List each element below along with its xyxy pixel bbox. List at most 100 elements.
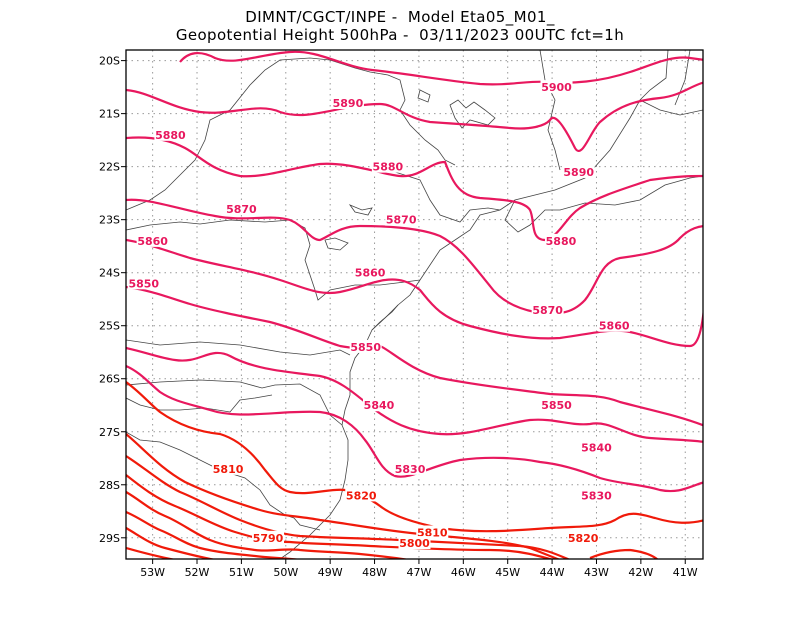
contour-line	[126, 238, 703, 348]
x-tick-label: 47W	[407, 566, 432, 579]
contour-line	[126, 455, 571, 559]
contour-label: 5840	[581, 442, 612, 455]
reservoir	[417, 89, 431, 103]
contour-label: 5870	[226, 203, 257, 216]
contour-line	[126, 491, 410, 559]
border	[539, 50, 561, 171]
contour-label: 5860	[137, 235, 168, 248]
contour-label: 5830	[581, 489, 612, 502]
coastline	[504, 50, 703, 233]
x-tick-label: 41W	[673, 566, 698, 579]
contour-label: 5820	[568, 532, 599, 545]
reservoir	[324, 237, 349, 251]
y-tick-label: 26S	[99, 373, 120, 386]
plot-frame	[125, 49, 704, 560]
y-tick-label: 29S	[99, 532, 120, 545]
contour-label: 5900	[541, 81, 572, 94]
contour-label: 5850	[128, 277, 159, 290]
contour-label-bg	[331, 96, 364, 110]
contour-label-bg	[580, 440, 613, 454]
y-tick-label: 28S	[99, 479, 120, 492]
title-line-2: Geopotential Height 500hPa - 03/11/2023 …	[175, 26, 625, 44]
contour-label-bg	[385, 212, 418, 226]
contour-label: 5880	[373, 161, 404, 174]
contour-label-bg	[362, 398, 395, 412]
lagoon	[293, 517, 321, 531]
contour-label-bg	[398, 536, 431, 550]
contour-label: 5810	[213, 463, 244, 476]
coastline	[279, 199, 516, 559]
contour-label: 5890	[333, 97, 364, 110]
contour-label-bg	[127, 276, 160, 290]
contour-label-bg	[225, 202, 258, 216]
contour-line	[126, 346, 703, 443]
border	[126, 379, 343, 426]
contour-line	[589, 548, 659, 559]
x-tick-label: 45W	[495, 566, 520, 579]
contour-line	[179, 50, 703, 86]
contour-label: 5800	[399, 537, 430, 550]
y-tick-label: 23S	[99, 214, 120, 227]
contour-label: 5880	[155, 129, 186, 142]
contour-line	[126, 198, 703, 315]
contour-label: 5860	[599, 320, 630, 333]
contour-label: 5790	[253, 532, 284, 545]
contour-label-bg	[136, 233, 169, 247]
contour-label-bg	[252, 530, 285, 544]
contour-label-bg	[567, 530, 600, 544]
axis-ticks: 53W 52W 51W 50W 49W 48W 47W 46W 45W 44W 43W 42W 41W 2…	[99, 55, 698, 579]
contour-line	[126, 364, 703, 493]
bay	[371, 304, 399, 331]
coastline-and-borders	[126, 50, 703, 559]
contour-label: 5890	[563, 166, 594, 179]
contour-lines	[126, 50, 703, 559]
contour-label-bg	[212, 461, 245, 475]
y-tick-label: 20S	[99, 55, 120, 68]
x-tick-label: 42W	[628, 566, 653, 579]
x-tick-label: 43W	[584, 566, 609, 579]
contour-label-bg	[598, 318, 631, 332]
contour-label: 5860	[355, 267, 386, 280]
y-tick-label: 22S	[99, 161, 120, 174]
x-tick-label: 44W	[540, 566, 565, 579]
reservoir	[348, 204, 373, 216]
contour-line	[126, 381, 703, 533]
y-tick-label: 24S	[99, 267, 120, 280]
contour-label: 5880	[546, 235, 577, 248]
contour-label-bg	[394, 461, 427, 475]
contour-label-bg	[531, 302, 564, 316]
contour-label: 5850	[350, 341, 381, 354]
x-tick-label: 48W	[362, 566, 387, 579]
contour-label: 5870	[532, 304, 563, 317]
x-tick-label: 51W	[229, 566, 254, 579]
contour-label: 5850	[541, 399, 572, 412]
contour-label-bg	[345, 488, 378, 502]
contour-line	[126, 510, 301, 559]
x-tick-label: 52W	[185, 566, 210, 579]
contour-label-bg	[416, 525, 449, 539]
x-tick-label: 46W	[451, 566, 476, 579]
border	[394, 171, 501, 223]
contour-line	[126, 136, 703, 242]
contour-label: 5870	[386, 214, 417, 227]
contour-label-bg	[154, 127, 187, 141]
contour-label-bg	[580, 488, 613, 502]
x-tick-label: 50W	[273, 566, 298, 579]
contour-label-bg	[349, 339, 382, 353]
x-tick-label: 49W	[318, 566, 343, 579]
border	[126, 57, 456, 211]
border	[674, 50, 691, 106]
y-tick-label: 27S	[99, 426, 120, 439]
contour-label: 5840	[364, 399, 395, 412]
border	[126, 339, 351, 356]
contour-label-bg	[540, 398, 573, 412]
x-tick-label: 53W	[140, 566, 165, 579]
contour-line	[126, 527, 216, 559]
contour-label-bg	[562, 164, 595, 178]
contour-label: 5830	[395, 463, 426, 476]
contour-line	[126, 474, 554, 559]
border	[126, 394, 273, 413]
contour-line	[126, 285, 703, 427]
contour-label: 5820	[346, 489, 377, 502]
border	[126, 219, 421, 301]
